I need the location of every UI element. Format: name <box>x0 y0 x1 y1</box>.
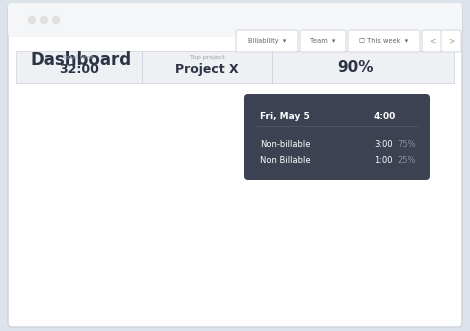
Bar <box>68 247 97 262</box>
Text: ☐ This week  ▾: ☐ This week ▾ <box>360 38 408 44</box>
Bar <box>182 262 210 308</box>
Bar <box>16 51 454 83</box>
Text: Billability  ▾: Billability ▾ <box>248 38 286 44</box>
Text: 8:00h: 8:00h <box>129 178 149 184</box>
Text: <: < <box>429 36 435 45</box>
Text: >: > <box>448 36 454 45</box>
Text: 3:00: 3:00 <box>374 140 392 149</box>
Text: Non-billable: Non-billable <box>260 140 311 149</box>
Text: 4:00: 4:00 <box>301 239 317 245</box>
FancyBboxPatch shape <box>244 94 430 180</box>
Text: 4:00h: 4:00h <box>186 239 206 245</box>
Bar <box>125 216 153 308</box>
Text: 32:00: 32:00 <box>59 63 99 76</box>
Circle shape <box>29 17 36 24</box>
Text: 75%: 75% <box>397 140 416 149</box>
Text: Top project: Top project <box>189 55 224 60</box>
FancyBboxPatch shape <box>8 4 462 327</box>
Text: Dashboard: Dashboard <box>30 51 131 69</box>
Bar <box>68 262 97 308</box>
Text: 4:00h: 4:00h <box>72 239 93 245</box>
FancyBboxPatch shape <box>348 30 420 52</box>
FancyBboxPatch shape <box>300 30 346 52</box>
Text: Non Billable: Non Billable <box>260 156 311 165</box>
FancyBboxPatch shape <box>422 30 442 52</box>
Circle shape <box>40 17 47 24</box>
Bar <box>12 7 458 33</box>
Bar <box>295 262 323 308</box>
Bar <box>182 247 210 262</box>
Circle shape <box>53 17 60 24</box>
Bar <box>295 247 323 262</box>
FancyBboxPatch shape <box>441 30 461 52</box>
Text: Total time: Total time <box>63 55 94 60</box>
Bar <box>125 186 153 216</box>
FancyBboxPatch shape <box>8 3 462 37</box>
Text: 1:00: 1:00 <box>374 156 392 165</box>
Bar <box>238 125 267 186</box>
Text: Fri, May 5: Fri, May 5 <box>260 112 310 121</box>
FancyBboxPatch shape <box>236 30 298 52</box>
Text: 12:00h: 12:00h <box>240 117 265 123</box>
Text: 90%: 90% <box>337 60 373 74</box>
Bar <box>238 186 267 308</box>
Text: 4:00: 4:00 <box>374 112 396 121</box>
Text: 25%: 25% <box>398 156 416 165</box>
Text: Project X: Project X <box>175 63 239 76</box>
Text: Team  ▾: Team ▾ <box>310 38 336 44</box>
